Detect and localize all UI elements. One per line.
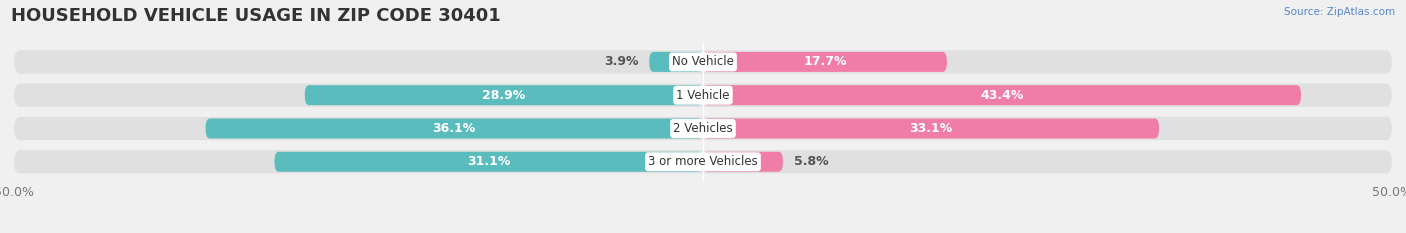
FancyBboxPatch shape: [703, 85, 1301, 105]
FancyBboxPatch shape: [650, 52, 703, 72]
Text: 2 Vehicles: 2 Vehicles: [673, 122, 733, 135]
Text: 33.1%: 33.1%: [910, 122, 953, 135]
FancyBboxPatch shape: [305, 85, 703, 105]
FancyBboxPatch shape: [14, 117, 1392, 140]
FancyBboxPatch shape: [14, 50, 1392, 74]
Text: HOUSEHOLD VEHICLE USAGE IN ZIP CODE 30401: HOUSEHOLD VEHICLE USAGE IN ZIP CODE 3040…: [11, 7, 501, 25]
Text: 43.4%: 43.4%: [980, 89, 1024, 102]
FancyBboxPatch shape: [205, 119, 703, 138]
FancyBboxPatch shape: [274, 152, 703, 172]
Text: 1 Vehicle: 1 Vehicle: [676, 89, 730, 102]
FancyBboxPatch shape: [703, 152, 783, 172]
Text: Source: ZipAtlas.com: Source: ZipAtlas.com: [1284, 7, 1395, 17]
Text: 3 or more Vehicles: 3 or more Vehicles: [648, 155, 758, 168]
Text: 5.8%: 5.8%: [794, 155, 828, 168]
FancyBboxPatch shape: [14, 150, 1392, 173]
FancyBboxPatch shape: [14, 84, 1392, 107]
Text: 31.1%: 31.1%: [467, 155, 510, 168]
Text: No Vehicle: No Vehicle: [672, 55, 734, 69]
Text: 17.7%: 17.7%: [803, 55, 846, 69]
FancyBboxPatch shape: [703, 119, 1159, 138]
FancyBboxPatch shape: [703, 52, 946, 72]
Text: 3.9%: 3.9%: [603, 55, 638, 69]
Text: 36.1%: 36.1%: [433, 122, 475, 135]
Text: 28.9%: 28.9%: [482, 89, 526, 102]
